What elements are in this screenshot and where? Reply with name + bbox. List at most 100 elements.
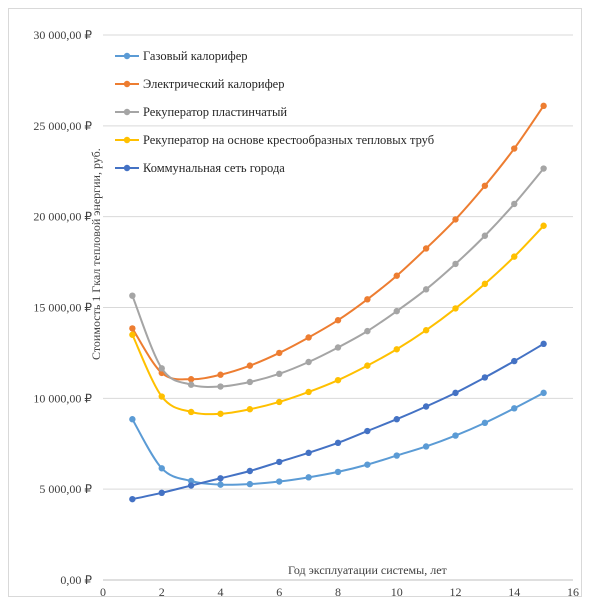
- y-tick-label: 15 000,00 ₽: [33, 301, 92, 315]
- data-point: [481, 280, 489, 288]
- data-point: [511, 145, 518, 152]
- data-point: [481, 419, 489, 427]
- x-tick-label: 4: [218, 585, 224, 599]
- data-point: [276, 370, 283, 378]
- legend-label: Газовый калорифер: [143, 49, 248, 63]
- data-point: [452, 216, 459, 223]
- data-point: [481, 182, 489, 189]
- data-point: [511, 253, 518, 260]
- x-tick-label: 6: [276, 585, 282, 599]
- legend-label: Коммунальная сеть города: [143, 161, 285, 175]
- data-point: [364, 427, 371, 435]
- data-point: [187, 482, 195, 489]
- data-point: [422, 443, 430, 450]
- legend-marker: [123, 108, 131, 116]
- data-point: [129, 416, 136, 423]
- data-point: [187, 376, 195, 383]
- data-point: [158, 489, 165, 496]
- x-tick-label: 10: [391, 585, 403, 599]
- data-point: [511, 405, 518, 412]
- data-point: [305, 474, 312, 481]
- data-point: [305, 388, 312, 396]
- data-point: [276, 398, 283, 406]
- series-line: [131, 167, 545, 388]
- legend-label: Рекуператор на основе крестообразных теп…: [143, 133, 434, 147]
- data-point: [334, 317, 342, 324]
- data-point: [129, 331, 136, 338]
- x-tick-label: 14: [508, 585, 520, 599]
- series-line: [132, 342, 545, 501]
- data-point: [305, 358, 312, 366]
- legend-item: Коммунальная сеть города: [115, 161, 285, 175]
- legend-item: Рекуператор пластинчатый: [115, 105, 287, 119]
- axes: 0,00 ₽5 000,00 ₽10 000,00 ₽15 000,00 ₽20…: [33, 28, 579, 599]
- x-tick-label: 16: [567, 585, 579, 599]
- data-point: [540, 102, 547, 110]
- chart-area: [8, 8, 582, 597]
- x-tick-label: 12: [450, 585, 462, 599]
- data-point: [129, 292, 136, 299]
- data-point: [305, 449, 312, 457]
- legend-item: Электрический калорифер: [115, 77, 284, 91]
- x-axis-title: Год эксплуатации системы, лет: [288, 563, 448, 577]
- data-point: [187, 477, 195, 485]
- data-point: [481, 232, 489, 239]
- data-point: [217, 481, 224, 488]
- data-point: [276, 458, 283, 466]
- data-point: [246, 480, 254, 488]
- data-point: [422, 327, 430, 334]
- series-layer: [129, 102, 547, 503]
- data-point: [246, 467, 254, 475]
- data-point: [422, 245, 430, 252]
- data-point: [217, 383, 224, 390]
- data-point: [364, 296, 371, 303]
- data-point: [246, 406, 254, 413]
- legend-label: Рекуператор пластинчатый: [143, 105, 287, 119]
- data-point: [158, 393, 165, 400]
- data-point: [334, 468, 342, 476]
- legend-item: Рекуператор на основе крестообразных теп…: [115, 133, 434, 147]
- x-tick-label: 2: [159, 585, 165, 599]
- data-point: [334, 439, 342, 447]
- data-point: [540, 389, 547, 397]
- data-point: [393, 272, 400, 279]
- legend: Газовый калорифер Электрический калорифер…: [115, 49, 434, 175]
- data-point: [246, 378, 254, 386]
- data-point: [481, 374, 489, 381]
- data-point: [422, 403, 430, 410]
- data-point: [393, 452, 400, 459]
- gridlines: [103, 34, 573, 581]
- data-point: [246, 362, 254, 369]
- legend-marker: [123, 80, 131, 88]
- data-point: [511, 200, 518, 208]
- legend-marker: [123, 52, 131, 60]
- data-point: [452, 305, 459, 312]
- data-point: [364, 327, 371, 335]
- data-point: [511, 357, 518, 365]
- data-point: [158, 465, 165, 472]
- y-tick-label: 25 000,00 ₽: [33, 119, 92, 133]
- data-point: [276, 349, 283, 357]
- legend-marker: [123, 136, 131, 144]
- data-point: [187, 408, 195, 416]
- legend-label: Электрический калорифер: [143, 77, 284, 91]
- y-tick-label: 10 000,00 ₽: [33, 391, 92, 405]
- data-point: [217, 410, 224, 417]
- data-point: [540, 222, 547, 229]
- data-point: [393, 307, 400, 315]
- data-point: [393, 416, 400, 423]
- data-point: [158, 365, 165, 372]
- y-axis-title: Стоимость 1 Гкал тепловой энергии, руб.: [89, 148, 103, 360]
- data-point: [187, 381, 195, 388]
- y-tick-label: 0,00 ₽: [60, 573, 92, 587]
- data-point: [540, 165, 547, 172]
- data-point: [217, 371, 224, 378]
- x-tick-label: 0: [100, 585, 106, 599]
- data-point: [393, 346, 400, 353]
- data-point: [276, 478, 283, 485]
- data-point: [452, 260, 459, 268]
- data-point: [364, 461, 371, 468]
- data-point: [452, 389, 459, 397]
- data-point: [422, 286, 430, 293]
